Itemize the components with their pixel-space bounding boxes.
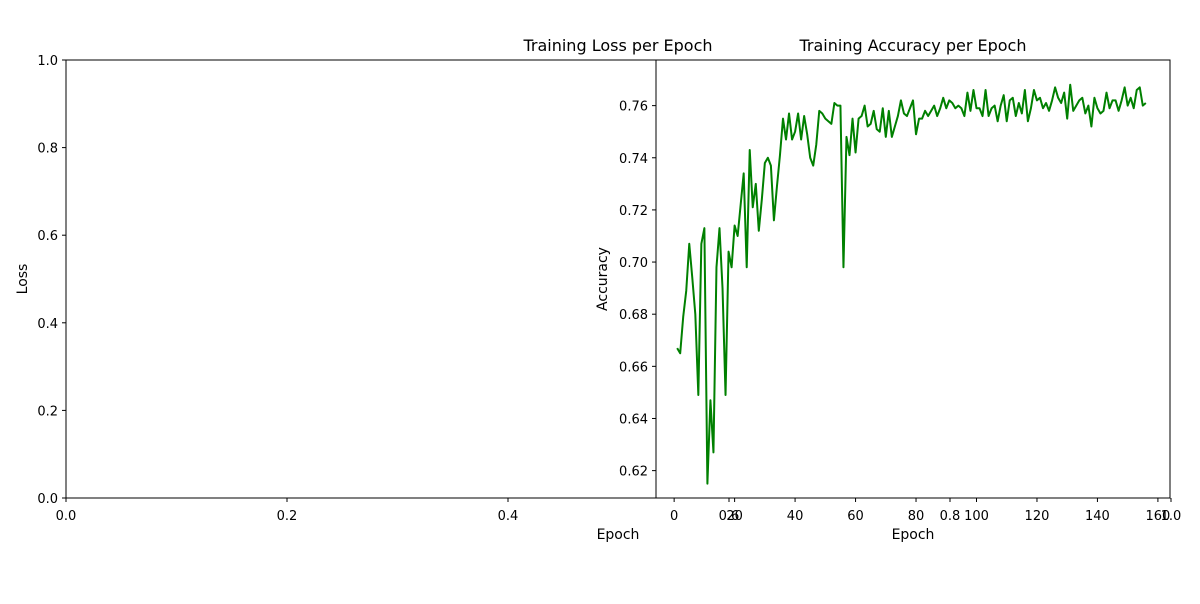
loss-title: Training Loss per Epoch <box>522 36 712 55</box>
loss-x-tick-label: 0.8 <box>940 509 961 524</box>
loss-y-tick-label: 0.0 <box>37 492 58 507</box>
accuracy-y-tick-label: 0.70 <box>619 256 648 271</box>
loss-x-tick-label: 0.0 <box>56 509 77 524</box>
accuracy-chart: 0 20 40 60 80 100 120 140 160 0.62 0.64 0.66 0.68 0.7… <box>595 36 1171 543</box>
loss-x-label: Epoch <box>597 527 640 543</box>
accuracy-y-tick-label: 0.64 <box>619 412 648 427</box>
accuracy-x-tick-label: 160 <box>1145 509 1170 524</box>
accuracy-x-tick-label: 120 <box>1025 509 1050 524</box>
loss-y-label: Loss <box>15 264 31 295</box>
accuracy-x-tick-label: 80 <box>908 509 925 524</box>
accuracy-y-tick-label: 0.76 <box>619 100 648 115</box>
accuracy-x-label: Epoch <box>892 527 935 543</box>
loss-y-tick-label: 0.6 <box>37 229 58 244</box>
accuracy-x-tick-label: 0 <box>670 509 678 524</box>
accuracy-x-tick-label: 40 <box>787 509 804 524</box>
accuracy-x-tick-label: 20 <box>726 509 743 524</box>
accuracy-y-tick-label: 0.74 <box>619 152 648 167</box>
accuracy-title: Training Accuracy per Epoch <box>798 36 1026 55</box>
loss-y-tick-label: 0.4 <box>37 317 58 332</box>
accuracy-x-tick-label: 60 <box>847 509 864 524</box>
loss-plot-area <box>66 60 656 498</box>
accuracy-plot-area <box>656 60 1170 498</box>
loss-x-tick-label: 1.0 <box>1161 509 1182 524</box>
loss-x-tick-label: 0.2 <box>277 509 298 524</box>
accuracy-series-line <box>676 83 1147 485</box>
accuracy-axes-frame <box>655 59 1171 499</box>
loss-y-tick-label: 0.2 <box>37 404 58 419</box>
accuracy-x-tick-label: 100 <box>964 509 989 524</box>
loss-y-tick-label: 0.8 <box>37 142 58 157</box>
accuracy-y-tick-label: 0.66 <box>619 360 648 375</box>
accuracy-y-tick-label: 0.72 <box>619 204 648 219</box>
loss-x-tick-label: 0.4 <box>498 509 519 524</box>
accuracy-y-tick-label: 0.68 <box>619 308 648 323</box>
accuracy-x-tick-label: 140 <box>1085 509 1110 524</box>
loss-x-tick-label: 0.6 <box>719 509 740 524</box>
accuracy-y-tick-label: 0.62 <box>619 465 648 480</box>
loss-chart: 0.0 0.2 0.4 0.6 0.8 1.0 0.0 0.2 0.4 0.6 0.8 1.0 Tra… <box>15 36 1181 543</box>
accuracy-y-label: Accuracy <box>595 247 611 311</box>
loss-y-tick-label: 1.0 <box>37 54 58 69</box>
